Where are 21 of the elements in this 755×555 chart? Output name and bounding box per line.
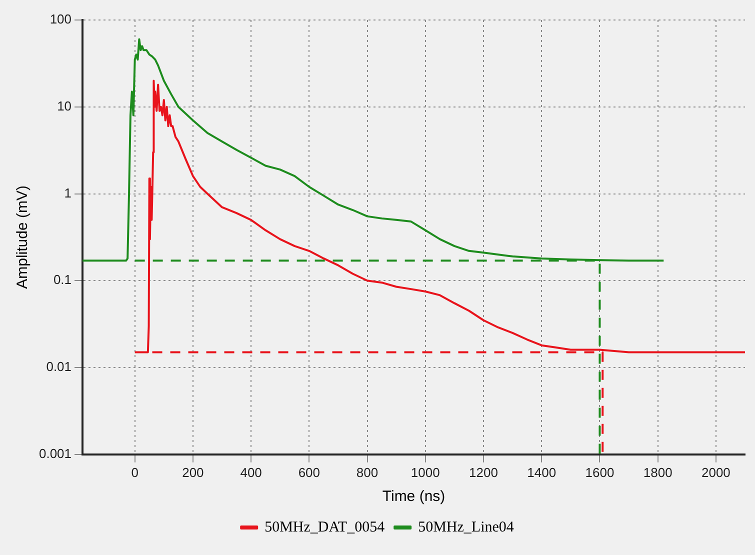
x-tick-label: 1600 [585,464,614,480]
x-axis-title: Time (ns) [382,488,446,506]
y-tick-label: 0.01 [46,359,72,374]
legend-label: 50MHz_Line04 [418,519,514,536]
x-tick-label: 1400 [527,464,556,480]
legend-label: 50MHz_DAT_0054 [264,519,386,536]
x-tick-label: 400 [240,464,262,480]
y-axis-title: Amplitude (mV) [14,186,32,289]
y-tick-label: 0.1 [53,272,72,288]
x-tick-label: 0 [131,464,138,480]
x-tick-label: 1000 [410,464,440,480]
y-tick-label: 0.001 [38,446,72,461]
y-tick-label: 1 [64,185,72,200]
x-tick-label: 2000 [701,464,730,480]
x-tick-label: 600 [298,464,320,480]
x-tick-label: 800 [356,464,378,480]
x-tick-label: 1800 [643,464,672,480]
y-tick-label: 100 [50,12,72,27]
x-tick-label: 200 [182,464,204,480]
y-tick-label: 10 [57,98,72,114]
x-tick-label: 1200 [469,464,498,480]
